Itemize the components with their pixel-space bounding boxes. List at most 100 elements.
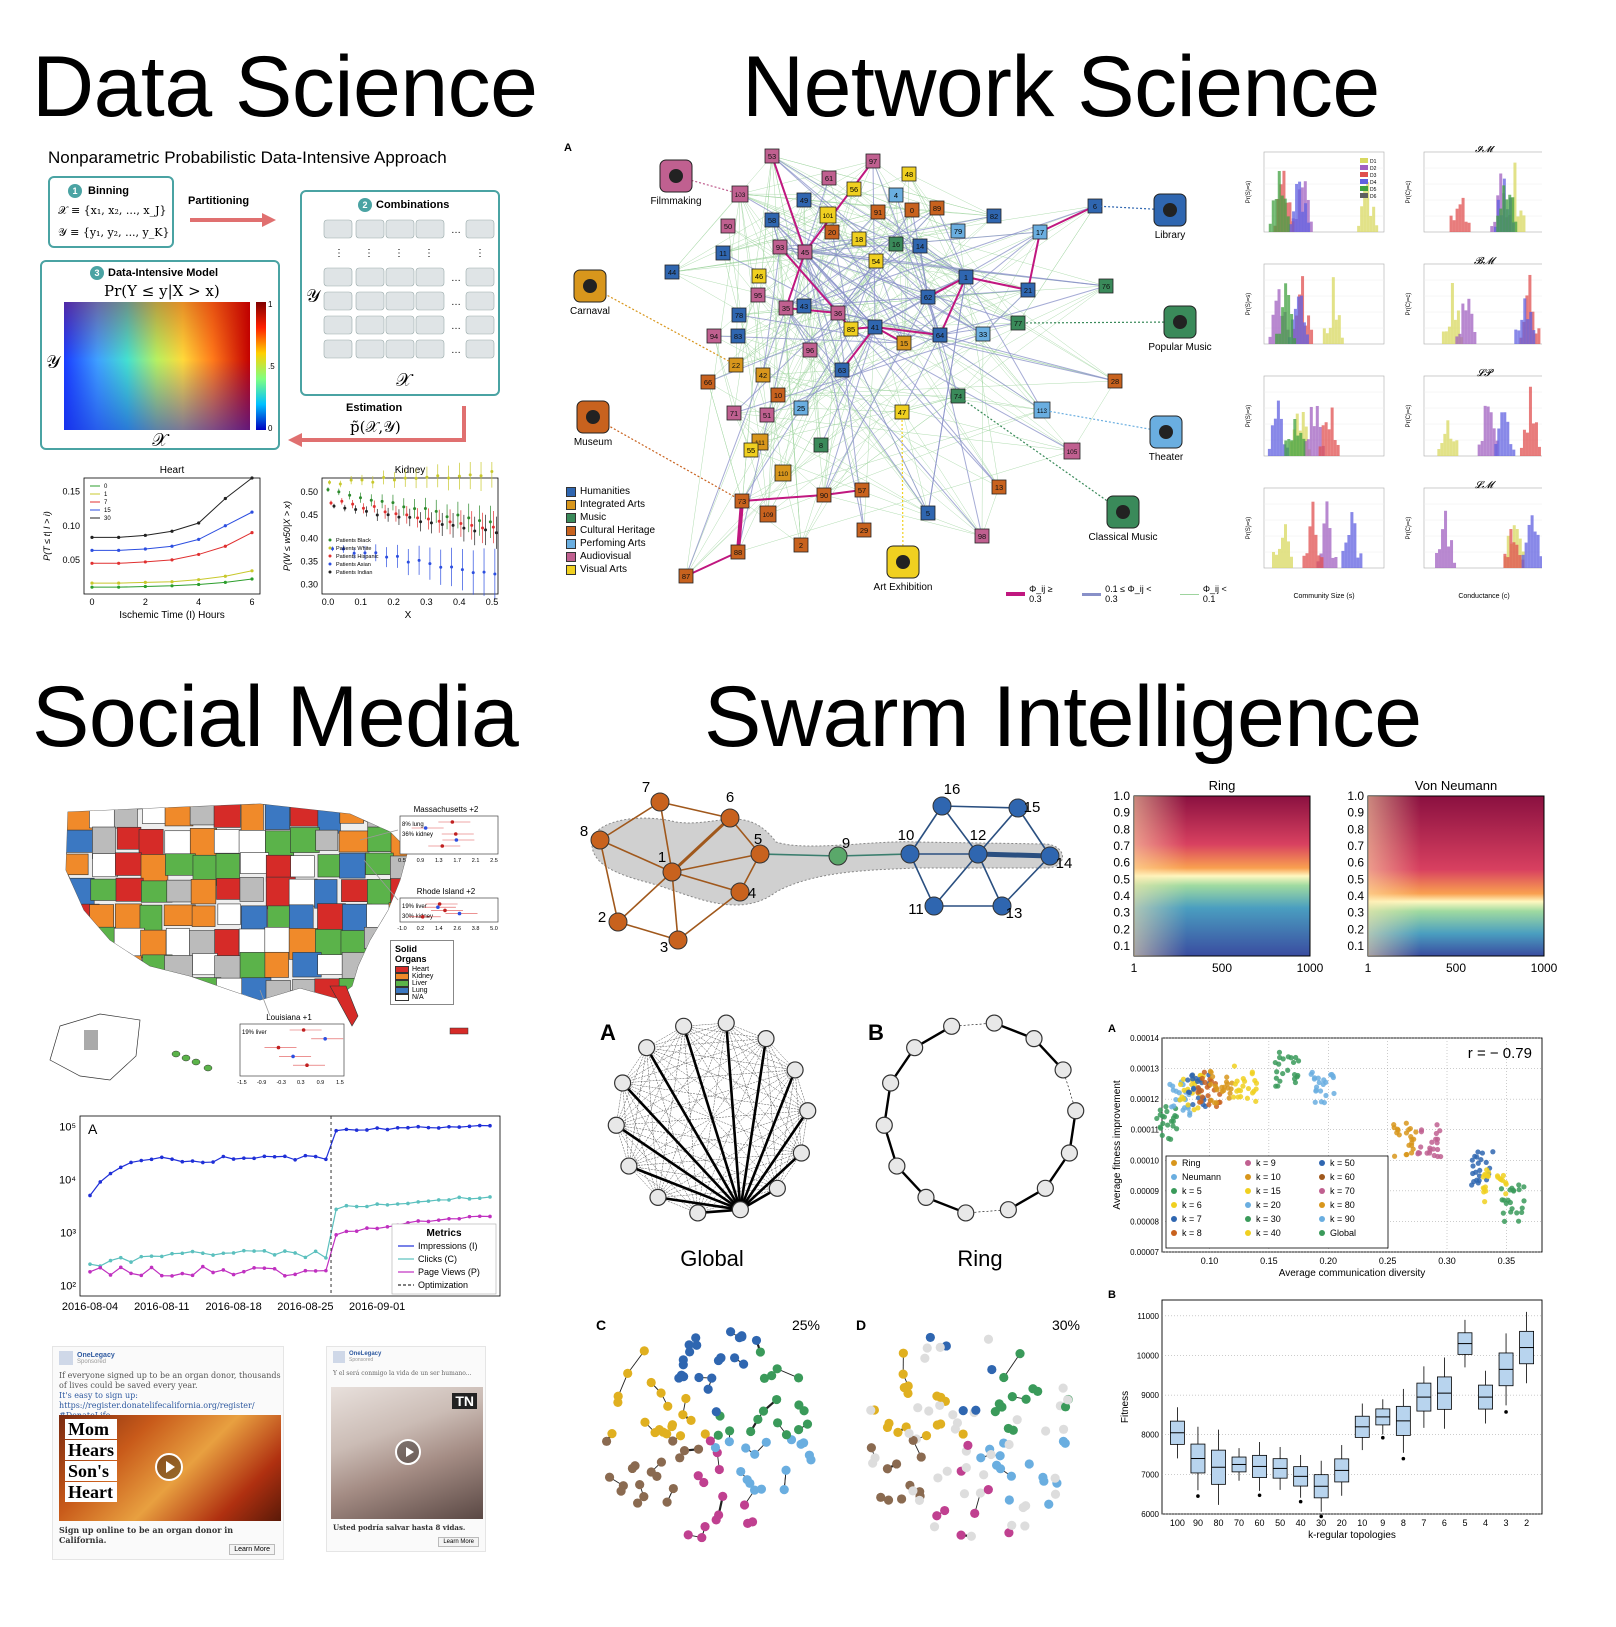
swarm-node-label: 16 [944, 782, 961, 798]
scatter-legend-label: Global [1330, 1228, 1356, 1238]
heart-point [250, 510, 254, 514]
ring-edge [965, 1209, 1009, 1214]
callout-point [443, 908, 447, 913]
histogram-bar [1310, 329, 1314, 344]
network-node: 76 [1098, 278, 1114, 294]
community-node [940, 1505, 950, 1516]
histogram-bar [1440, 443, 1444, 456]
svg-text:64: 64 [936, 331, 944, 340]
library-icon-glyph [1163, 203, 1177, 217]
swarm-node-label: 5 [754, 831, 762, 848]
ad-link[interactable]: It's easy to sign up: https://register.d… [59, 1391, 255, 1410]
ad-learn-more-button[interactable]: Learn More [229, 1544, 275, 1555]
global-hub-edge [739, 1038, 768, 1210]
section-title-data-science: Data Science [32, 39, 538, 135]
network-node: 4 [888, 187, 904, 203]
topology-node [620, 1157, 638, 1175]
ad-card-second[interactable]: OneLegacy Sponsored Y el será conmigo la… [326, 1346, 486, 1552]
play-button-icon[interactable] [395, 1439, 421, 1465]
community-node [675, 1431, 686, 1441]
kidney-point [375, 513, 379, 517]
heart-ytick: 0.05 [62, 555, 80, 565]
category-label: Library [1155, 230, 1186, 241]
scatter-panel-label: A [1108, 1023, 1116, 1035]
kidney-point [413, 507, 417, 511]
page-views-point [488, 1214, 492, 1219]
scatter-point [1501, 1218, 1508, 1225]
category-label: Classical Music [1089, 532, 1158, 543]
kidney-point [491, 525, 495, 529]
kidney-point [405, 513, 409, 517]
scatter-point [1475, 1160, 1481, 1166]
histogram-bar [1455, 208, 1459, 232]
histogram-bar [1299, 295, 1303, 344]
histogram-bar [1455, 336, 1459, 344]
scatter-point [1409, 1136, 1415, 1143]
organ-label: Lung [412, 987, 428, 994]
histogram-bar [1350, 512, 1354, 568]
kidney-legend-label: Patients White [336, 546, 371, 552]
legend-swatch [566, 512, 576, 523]
community-node [683, 1530, 693, 1540]
play-button-icon[interactable] [155, 1453, 183, 1481]
swarm-node-label: 9 [842, 835, 850, 852]
histogram-bar [1300, 187, 1304, 232]
matrix-y-axis-label: 𝒴 [306, 286, 321, 307]
scatter-point [1418, 1144, 1424, 1150]
svg-text:35: 35 [782, 304, 790, 313]
kidney-point [470, 523, 474, 527]
ad-video-thumbnail[interactable]: Mom Hears Son's Heart [59, 1415, 281, 1521]
page-views-point [354, 1229, 359, 1233]
community-node [882, 1464, 893, 1474]
kidney-point [386, 513, 390, 517]
community-node [936, 1419, 946, 1429]
ad-brand[interactable]: OneLegacy [349, 1351, 382, 1357]
ad-card-mom-hears[interactable]: OneLegacy Sponsored If everyone signed u… [52, 1346, 284, 1560]
scatter-point [1514, 1210, 1520, 1216]
kidney-point [490, 469, 494, 473]
strong-edge [804, 160, 874, 253]
community-node [604, 1472, 615, 1482]
topology-node [1036, 1179, 1054, 1197]
histogram-bar [1321, 425, 1325, 456]
histogram-bar [1517, 330, 1521, 344]
kidney-point [349, 478, 353, 482]
scatter-point [1177, 1097, 1183, 1103]
scatter-point [1403, 1130, 1410, 1136]
weak-edge [908, 173, 1019, 324]
model-box: 3 Data-Intensive Model Pr(Y ≤ y|X > x) 1… [40, 260, 280, 451]
community-node [868, 1458, 878, 1468]
impressions-point [303, 1153, 308, 1158]
state-shape [90, 955, 116, 981]
boxplot-xlabel: k-regular topologies [1308, 1530, 1396, 1541]
histogram-bar [1340, 337, 1344, 344]
swarm-edge [1001, 855, 1051, 907]
scatter-ytick: 0.00007 [1130, 1248, 1159, 1257]
histogram-bar [1539, 556, 1542, 568]
metrics-ytick: 10⁴ [59, 1175, 76, 1187]
histogram-bar [1353, 523, 1357, 568]
matrix-vdots: ⋮ [364, 248, 374, 259]
medium-edge [762, 246, 781, 376]
histogram-legend-swatch [1360, 158, 1368, 163]
callout-frame [399, 897, 499, 923]
histogram-bar [1515, 544, 1519, 568]
ad-video-thumbnail[interactable]: TN [331, 1387, 483, 1519]
global-edge [697, 1152, 802, 1214]
community-node [607, 1428, 617, 1439]
global-edge [646, 1022, 727, 1048]
organ-legend-item: Kidney [395, 973, 449, 980]
svg-text:56: 56 [850, 185, 858, 194]
network-node: 64 [932, 327, 948, 343]
medium-edge [901, 334, 941, 413]
metrics-legend-label: Impressions (I) [418, 1241, 478, 1251]
ad-brand[interactable]: OneLegacy [77, 1351, 115, 1359]
organ-swatch [395, 966, 409, 973]
histogram-bar [1344, 542, 1348, 568]
heart-point [223, 524, 227, 528]
ad-learn-more-button[interactable]: Learn More [438, 1537, 479, 1547]
network-legend: Humanities Integrated Arts Music Cultural H… [566, 486, 655, 577]
callout-xtick: 1.5 [336, 1080, 344, 1086]
scatter-legend-label: k = 40 [1256, 1228, 1281, 1238]
category-link [592, 416, 743, 502]
